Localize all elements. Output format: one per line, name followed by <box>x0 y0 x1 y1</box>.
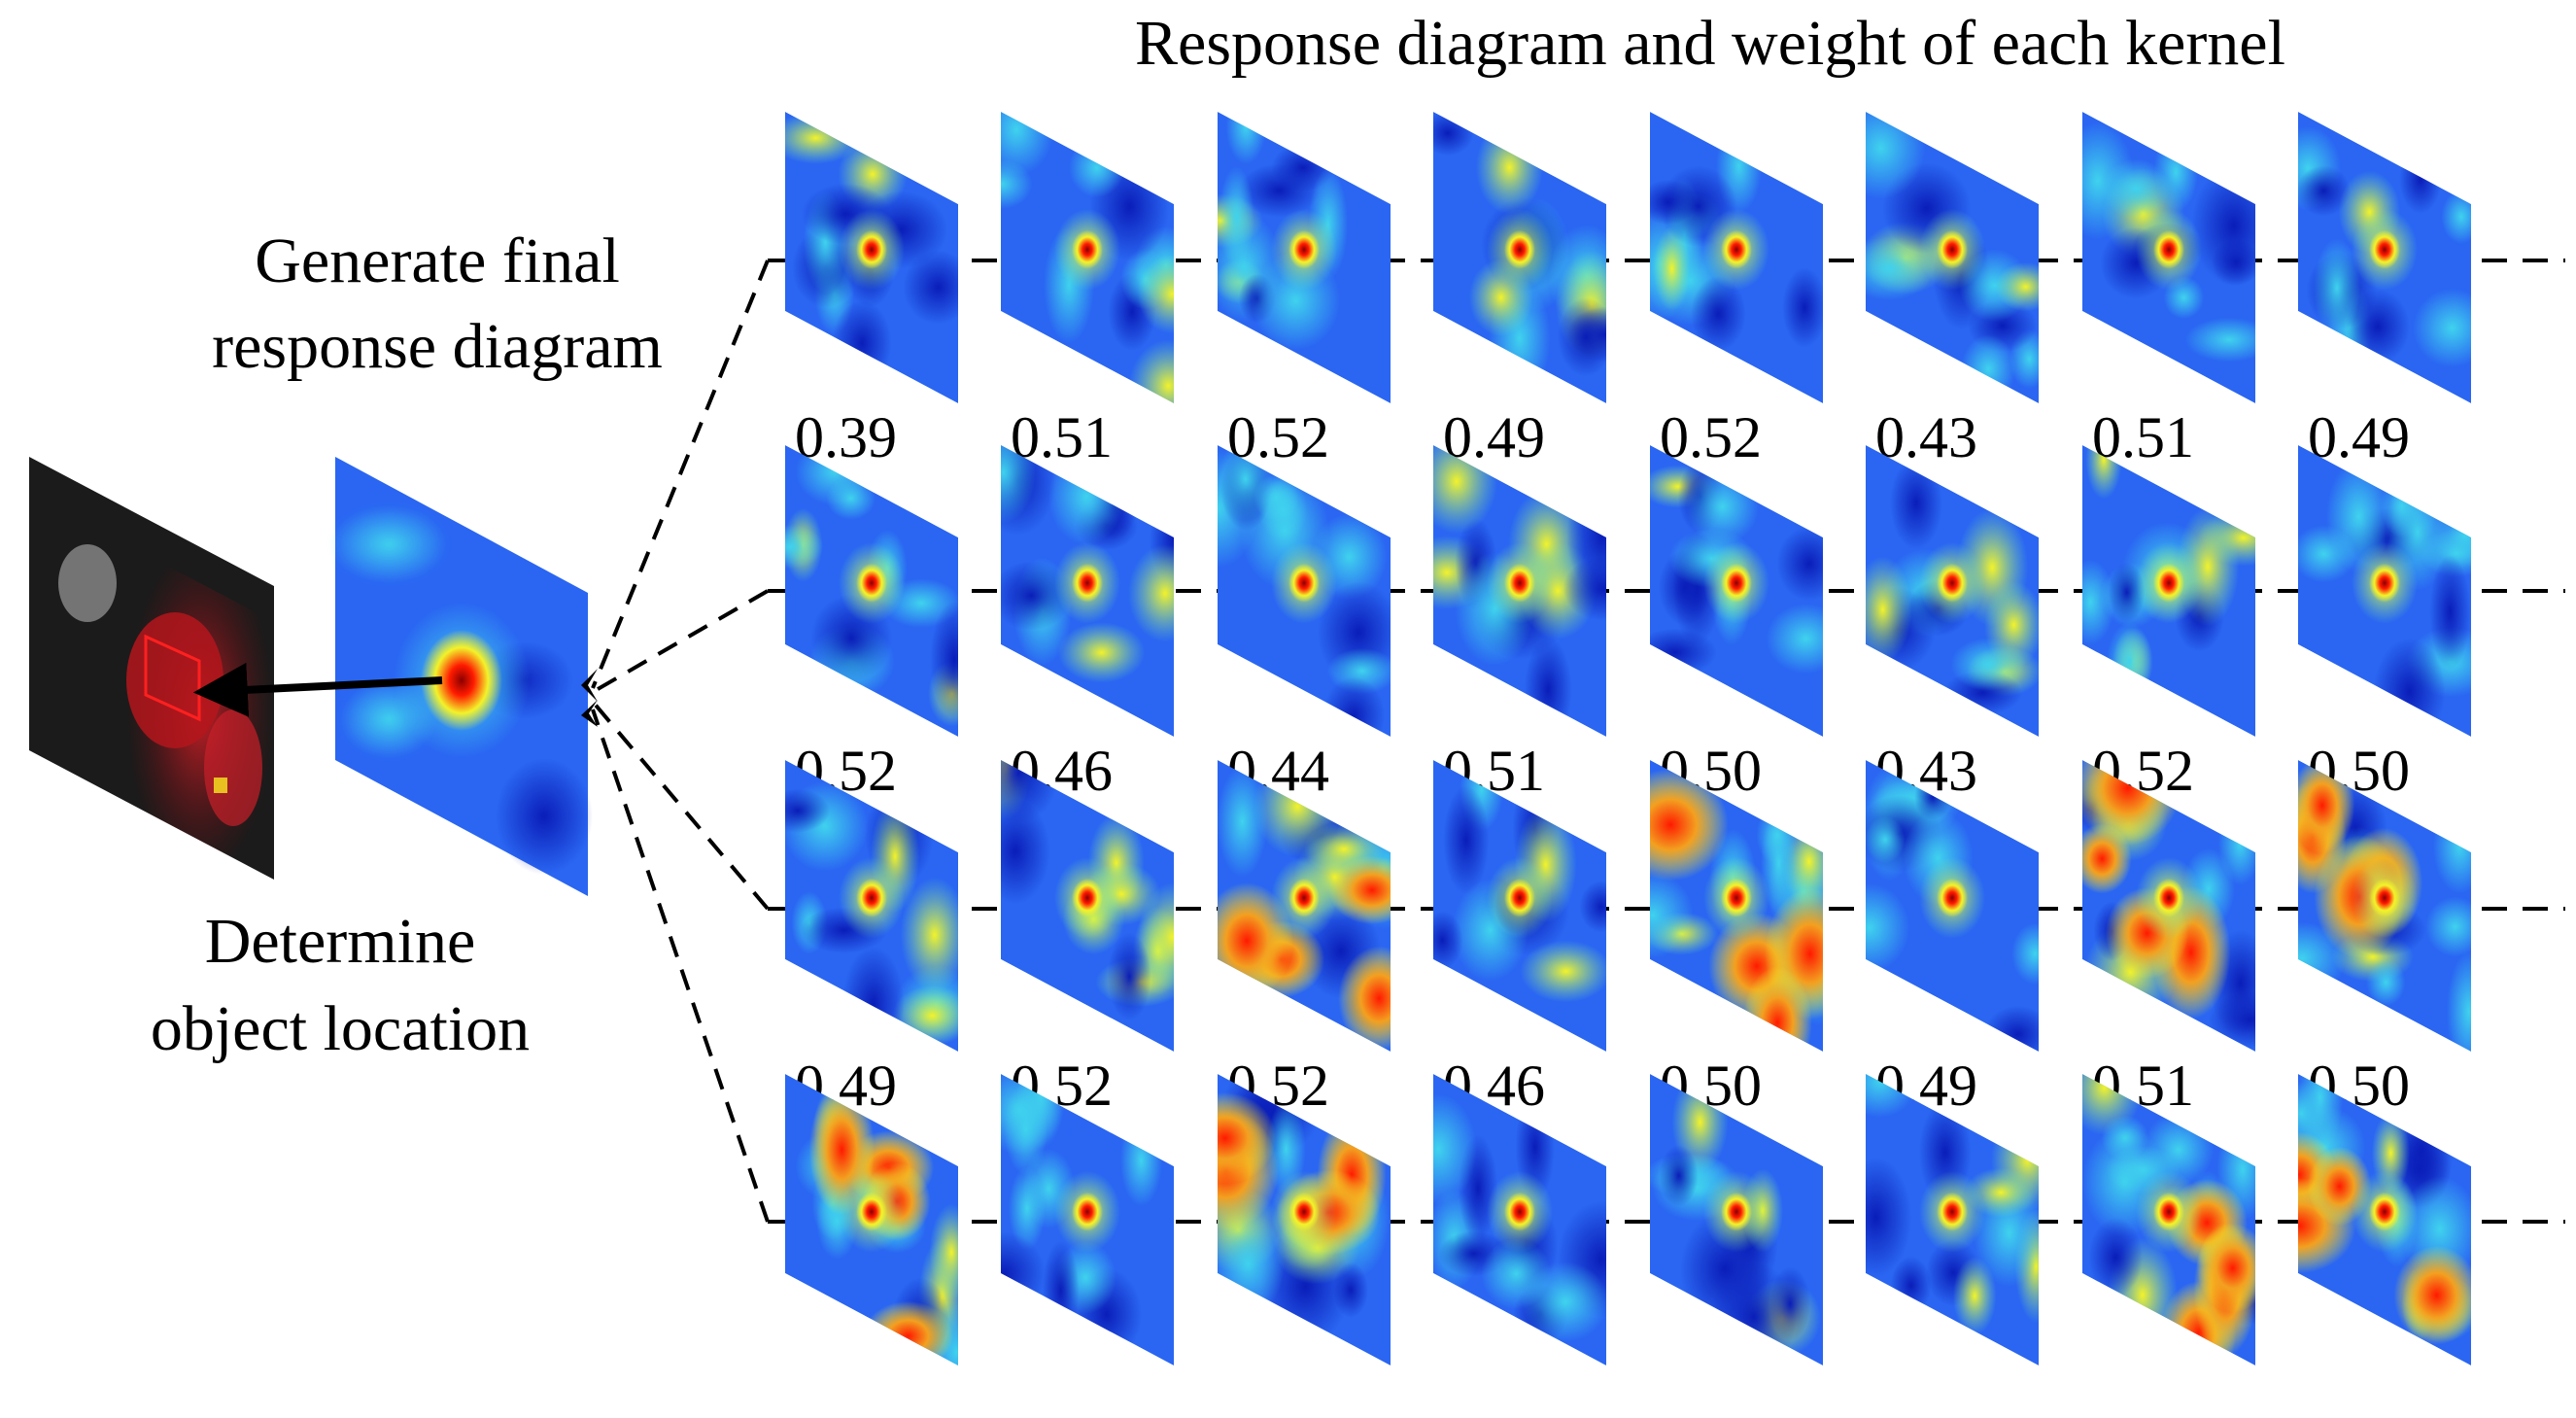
kernel-map: 0.49 <box>785 760 958 1118</box>
kernel-weight-label: 0.52 <box>1660 405 1762 469</box>
kernel-map: 0.51 <box>2082 760 2255 1118</box>
kernel-map: 0.50 <box>2298 760 2471 1118</box>
kernel-map: 0.51 <box>1001 112 1174 469</box>
kernel-map: 0.51 <box>2082 112 2255 469</box>
kernel-map: 0.47 <box>1433 1074 1606 1366</box>
kernel-map: 0.49 <box>1433 112 1606 469</box>
kernel-weight-label: 0.39 <box>795 405 897 469</box>
kernel-map: 0.46 <box>1001 445 1174 803</box>
fan-line-row4 <box>591 709 770 1223</box>
generate-label-line1: Generate final <box>255 225 620 296</box>
kernel-grid: 0.39 0.51 0.52 0.49 0.52 0.43 0.51 0.490.52 0.46… <box>785 112 2471 1366</box>
generate-label-line2: response diagram <box>212 311 663 382</box>
kernel-map: 0.52 <box>1218 760 1391 1118</box>
kernel-map: 0.51 <box>785 1074 958 1366</box>
kernel-weight-label: 0.51 <box>1011 405 1113 469</box>
fan-in-lines <box>591 259 770 1223</box>
final-response-map <box>330 457 593 896</box>
kernel-map: 0.43 <box>1866 445 2039 803</box>
kernel-map: 0.50 <box>2298 445 2471 803</box>
kernel-weight-label: 0.43 <box>1875 405 1977 469</box>
kernel-map: 0.49 <box>2082 1074 2255 1366</box>
kernel-map: 0.46 <box>1433 760 1606 1118</box>
kernel-map: 0.52 <box>785 445 958 803</box>
kernel-map: 0.50 <box>1650 760 1823 1118</box>
kernel-map: 0.49 <box>2298 112 2471 469</box>
kernel-weight-label: 0.49 <box>2308 405 2410 469</box>
kernel-map: 0.50 <box>1218 1074 1391 1366</box>
kernel-map: 0.51 <box>1433 445 1606 803</box>
kernel-map: 0.43 <box>1866 112 2039 469</box>
kernel-map: 0.50 <box>1650 445 1823 803</box>
kernel-map: 0.52 <box>1001 760 1174 1118</box>
fan-line-row1 <box>591 259 770 689</box>
kernel-map: 0.52 <box>2082 445 2255 803</box>
kernel-map: 0.50 <box>1866 1074 2039 1366</box>
kernel-map: 0.48 <box>1650 1074 1823 1366</box>
fan-line-row2 <box>591 589 770 694</box>
kernel-weight-label: 0.51 <box>2092 405 2194 469</box>
kernel-weight-label: 0.49 <box>1443 405 1545 469</box>
fan-in-arrowhead <box>581 669 598 727</box>
kernel-weight-label: 0.52 <box>1227 405 1329 469</box>
determine-label-line1: Determine <box>205 906 476 977</box>
kernel-map: 0.39 <box>785 112 958 469</box>
determine-label-line2: object location <box>151 993 530 1064</box>
kernel-map: 0.52 <box>1218 112 1391 469</box>
kernel-map: 0.49 <box>1866 760 2039 1118</box>
locate-arrow <box>192 662 443 717</box>
kernel-map: 0.44 <box>1218 445 1391 803</box>
input-photo <box>29 457 274 880</box>
kernel-map: 0.52 <box>1650 112 1823 469</box>
fan-line-row3 <box>591 700 770 911</box>
figure-title: Response diagram and weight of each kern… <box>1135 8 2285 79</box>
